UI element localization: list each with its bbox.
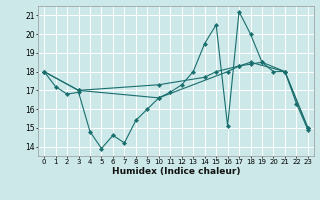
X-axis label: Humidex (Indice chaleur): Humidex (Indice chaleur)	[112, 167, 240, 176]
